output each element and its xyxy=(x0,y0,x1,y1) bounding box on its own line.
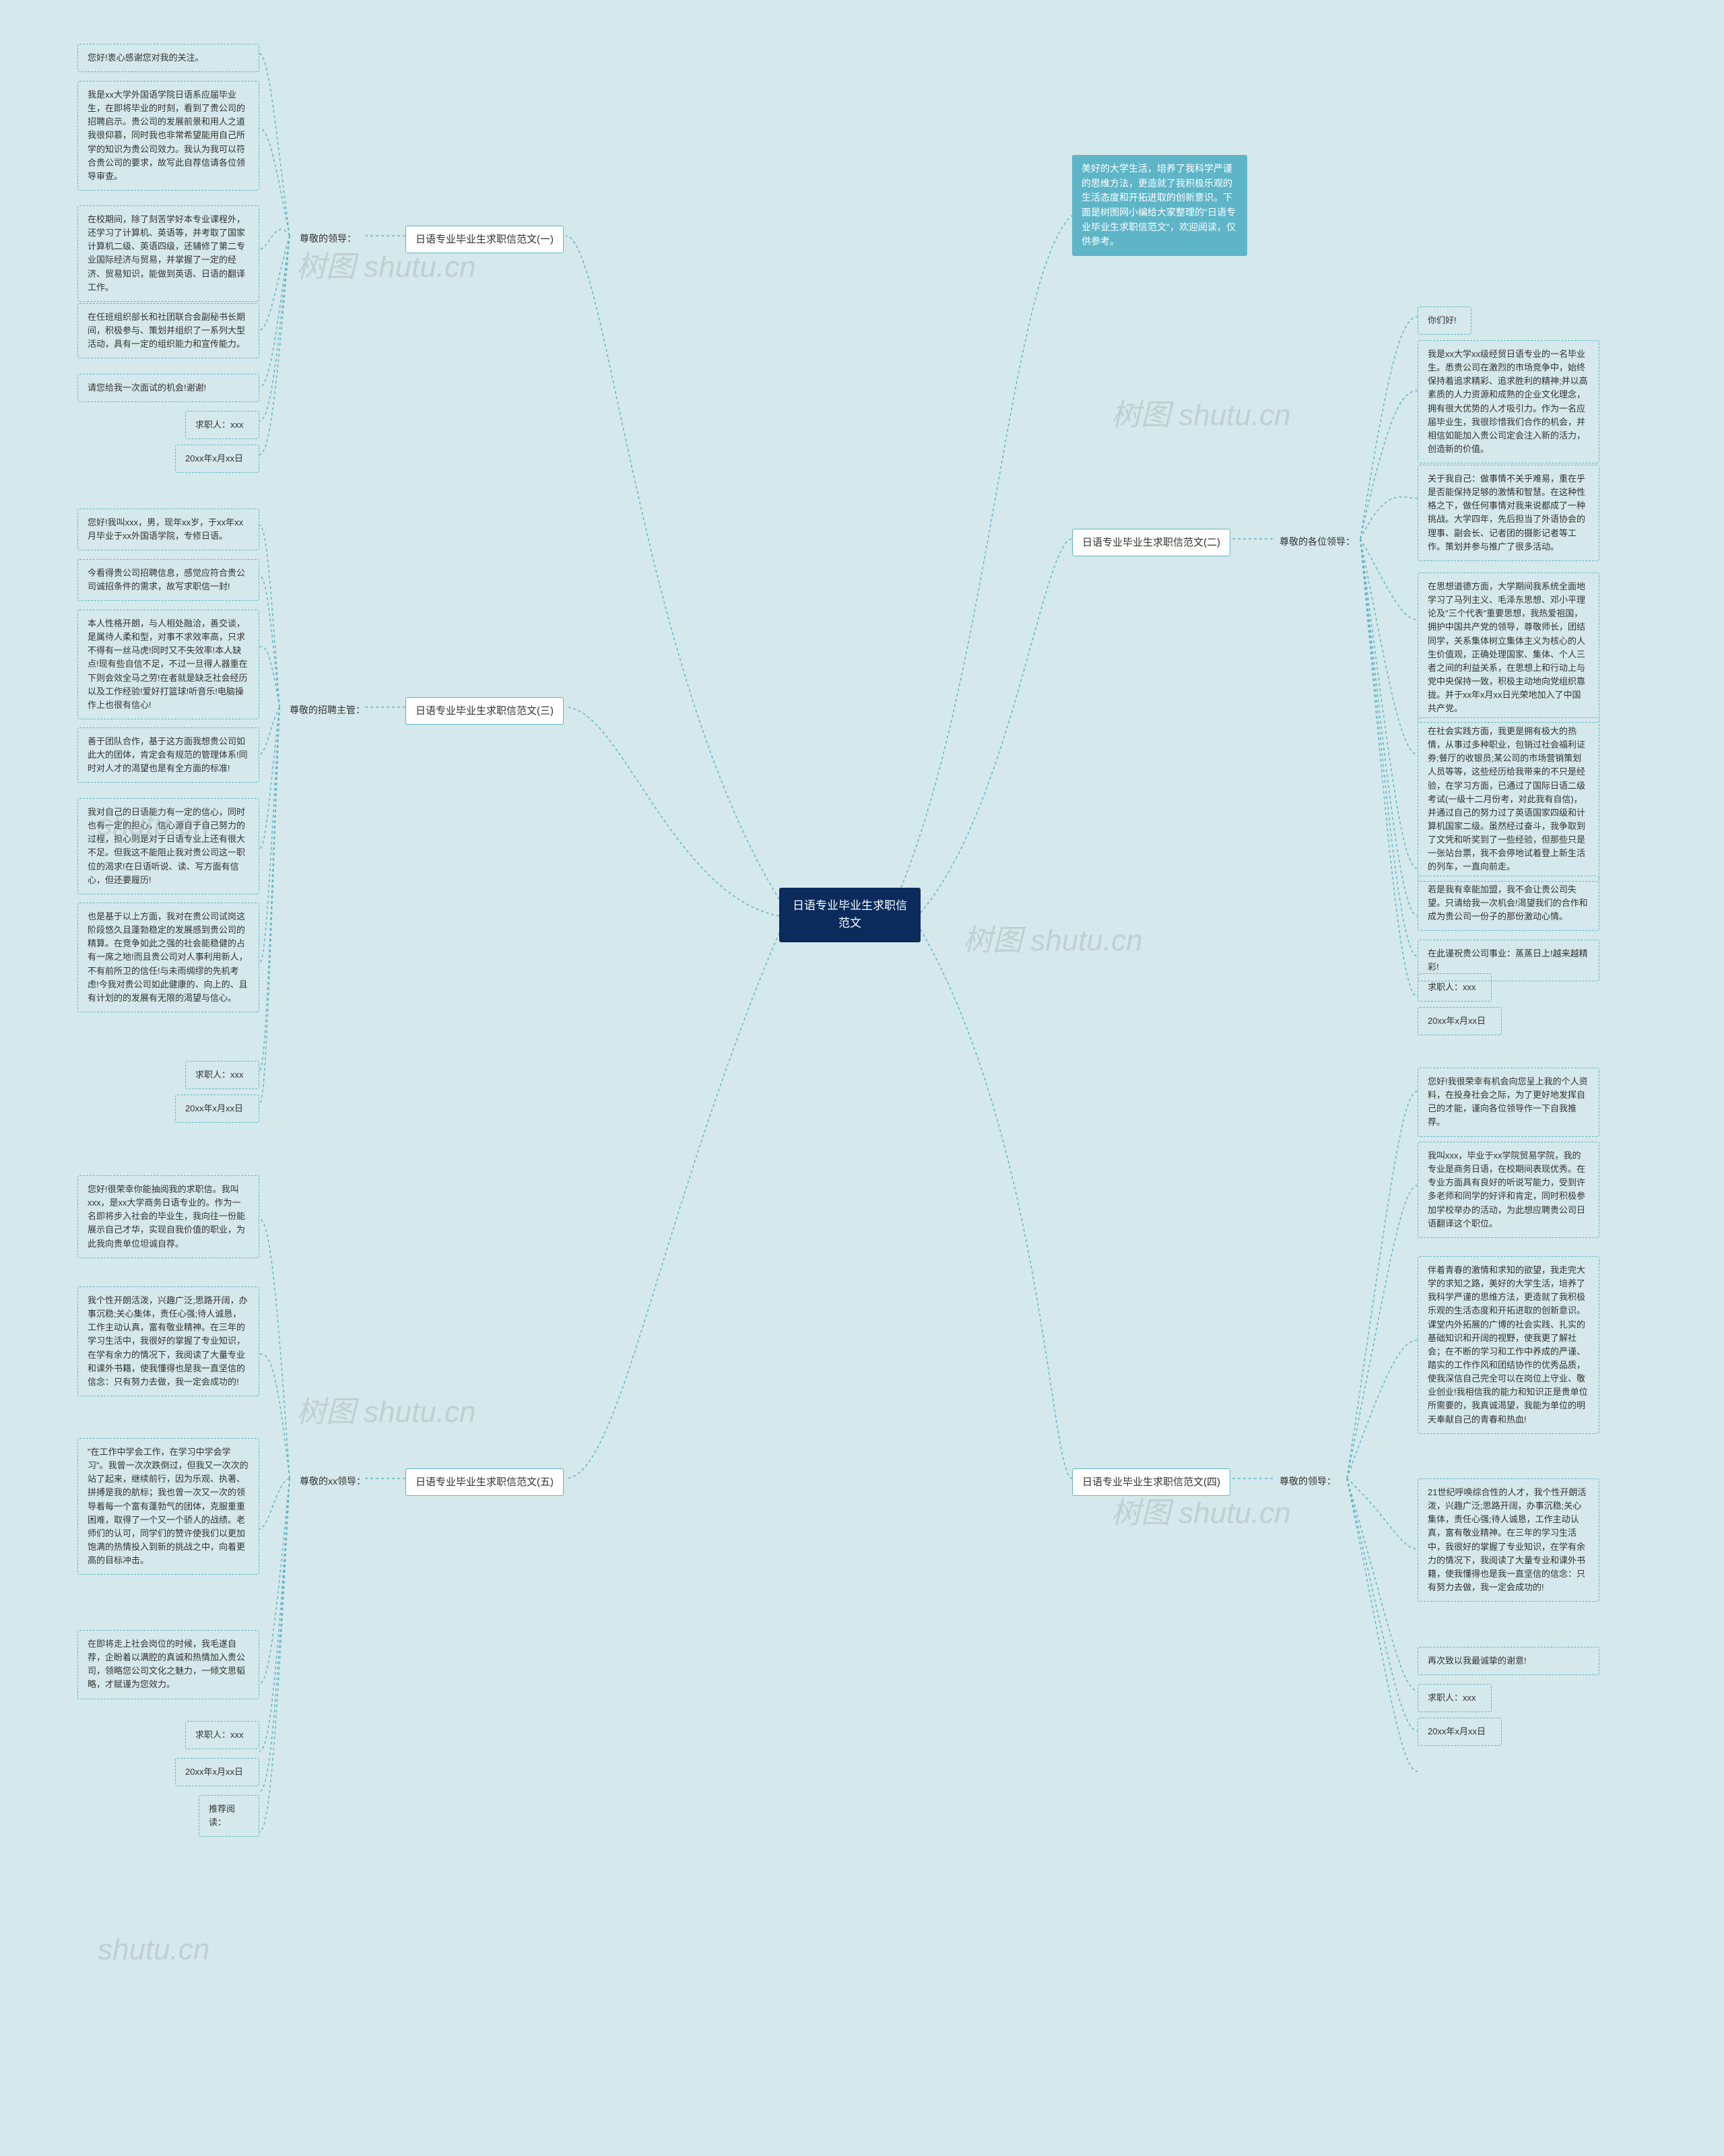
branch-2-sub: 尊敬的各位领导： xyxy=(1273,531,1362,554)
branch-3-leaf-7: 20xx年x月xx日 xyxy=(175,1095,259,1123)
branch-5-leaf-6: 推荐阅读： xyxy=(199,1795,259,1837)
branch-2-leaf-4: 在社会实践方面，我更是拥有极大的热情，从事过多种职业，包销过社会福利证券;餐厅的… xyxy=(1418,717,1599,882)
branch-4-leaf-3: 21世纪呼唤综合性的人才，我个性开朗活泼，兴趣广泛;思路开阔，办事沉稳;关心集体… xyxy=(1418,1478,1599,1602)
branch-4-leaf-6: 20xx年x月xx日 xyxy=(1418,1718,1502,1746)
branch-2-leaf-2: 关于我自己：做事情不关乎难易，重在乎是否能保持足够的激情和智慧。在这种性格之下，… xyxy=(1418,465,1599,561)
watermark: 树图 shutu.cn xyxy=(1111,391,1291,434)
branch-1-leaf-5: 求职人：xxx xyxy=(185,411,259,439)
branch-3-leaf-4: 我对自己的日语能力有一定的信心，同时也有一定的担心，信心源自于自己努力的过程，担… xyxy=(77,798,259,894)
branch-4-leaf-5: 求职人：xxx xyxy=(1418,1684,1492,1712)
branch-3-leaf-1: 今看得贵公司招聘信息，感觉应符合贵公司诚招条件的需求，故写求职信一封! xyxy=(77,559,259,601)
branch-2-leaf-5: 若是我有幸能加盟，我不会让贵公司失望。只请给我一次机会!渴望我们的合作和成为贵公… xyxy=(1418,876,1599,931)
branch-5-leaf-4: 求职人：xxx xyxy=(185,1721,259,1749)
branch-3-leaf-6: 求职人：xxx xyxy=(185,1061,259,1089)
branch-3-sub: 尊敬的招聘主管： xyxy=(283,699,372,722)
branch-2-leaf-0: 你们好! xyxy=(1418,306,1471,335)
branch-5-leaf-3: 在即将走上社会岗位的时候，我毛遂自荐，企盼着以满腔的真诚和热情加入贵公司，领略您… xyxy=(77,1630,259,1699)
branch-4-leaf-0: 您好!我很荣幸有机会向您呈上我的个人资料，在投身社会之际，为了更好地发挥自己的才… xyxy=(1418,1068,1599,1137)
branch-3-leaf-5: 也是基于以上方面，我对在贵公司试岗这阶段悠久且蓬勃稳定的发展感到贵公司的精算。在… xyxy=(77,903,259,1012)
branch-3-leaf-0: 您好!我叫xxx，男，现年xx岁，于xx年xx月毕业于xx外国语学院，专修日语。 xyxy=(77,509,259,550)
branch-1-sub: 尊敬的领导： xyxy=(293,228,363,251)
branch-2-leaf-3: 在思想道德方面，大学期间我系统全面地学习了马列主义、毛泽东思想、邓小平理论及"三… xyxy=(1418,573,1599,723)
branch-5-leaf-2: "在工作中学会工作，在学习中学会学习"。我曾一次次跌倒过，但我又一次次的站了起来… xyxy=(77,1438,259,1575)
branch-1[interactable]: 日语专业毕业生求职信范文(一) xyxy=(405,226,564,253)
branch-2-leaf-7: 求职人：xxx xyxy=(1418,973,1492,1002)
branch-1-leaf-6: 20xx年x月xx日 xyxy=(175,445,259,473)
branch-4[interactable]: 日语专业毕业生求职信范文(四) xyxy=(1072,1468,1230,1496)
branch-5-leaf-1: 我个性开朗活泼，兴趣广泛;思路开阔，办事沉稳;关心集体，责任心强;待人诚恳，工作… xyxy=(77,1286,259,1396)
branch-1-leaf-1: 我是xx大学外国语学院日语系应届毕业生，在即将毕业的时刻，看到了贵公司的招聘启示… xyxy=(77,81,259,191)
branch-5-leaf-5: 20xx年x月xx日 xyxy=(175,1758,259,1786)
branch-4-leaf-4: 再次致以我最诚挚的谢意! xyxy=(1418,1647,1599,1675)
watermark: shutu.cn xyxy=(98,1933,209,1967)
branch-1-leaf-3: 在任班组织部长和社团联合会副秘书长期间，积极参与、策划并组织了一系列大型活动，具… xyxy=(77,303,259,358)
branch-1-leaf-2: 在校期间，除了刻苦学好本专业课程外，还学习了计算机、英语等，并考取了国家计算机二… xyxy=(77,205,259,302)
branch-5-sub: 尊敬的xx领导： xyxy=(293,1470,372,1493)
center-node[interactable]: 日语专业毕业生求职信范文 xyxy=(779,888,921,942)
branch-5[interactable]: 日语专业毕业生求职信范文(五) xyxy=(405,1468,564,1496)
branch-4-sub: 尊敬的领导： xyxy=(1273,1470,1343,1493)
branch-2[interactable]: 日语专业毕业生求职信范文(二) xyxy=(1072,529,1230,556)
branch-3-leaf-3: 善于团队合作，基于这方面我想贵公司如此大的团体，肯定会有规范的管理体系!同时对人… xyxy=(77,727,259,783)
branch-2-leaf-8: 20xx年x月xx日 xyxy=(1418,1007,1502,1035)
branch-4-leaf-1: 我叫xxx，毕业于xx学院贸易学院，我的专业是商务日语，在校期间表现优秀。在专业… xyxy=(1418,1142,1599,1238)
branch-5-leaf-0: 您好!很荣幸你能抽阅我的求职信。我叫xxx，是xx大学商务日语专业的。作为一名即… xyxy=(77,1175,259,1258)
branch-3[interactable]: 日语专业毕业生求职信范文(三) xyxy=(405,697,564,725)
branch-2-leaf-1: 我是xx大学xx级经贸日语专业的一名毕业生。悉贵公司在激烈的市场竞争中，始终保持… xyxy=(1418,340,1599,463)
branch-1-leaf-4: 请您给我一次面试的机会!谢谢! xyxy=(77,374,259,402)
watermark: 树图 shutu.cn xyxy=(296,1387,476,1431)
branch-1-leaf-0: 您好!衷心感谢您对我的关注。 xyxy=(77,44,259,72)
intro-node: 美好的大学生活，培养了我科学严谨的思维方法，更造就了我积极乐观的生活态度和开拓进… xyxy=(1072,155,1247,256)
watermark: 树图 shutu.cn xyxy=(963,916,1143,959)
branch-3-leaf-2: 本人性格开朗，与人相处融洽，善交谈，是属待人柔和型，对事不求效率高，只求不得有一… xyxy=(77,610,259,719)
branch-4-leaf-2: 伴着青春的激情和求知的欲望，我走完大学的求知之路，美好的大学生活，培养了我科学严… xyxy=(1418,1256,1599,1434)
